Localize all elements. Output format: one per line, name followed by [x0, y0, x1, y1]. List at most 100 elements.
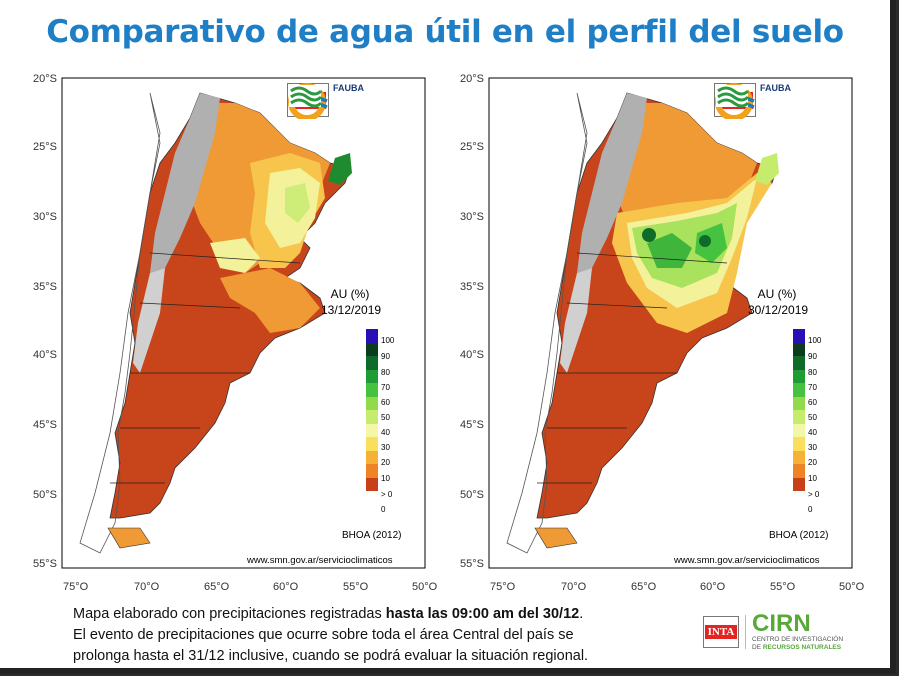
legend-tick: 30: [381, 443, 390, 452]
legend-tick: 90: [808, 352, 817, 361]
legend-tick: 0: [808, 505, 813, 514]
inta-logo: INTA: [703, 616, 739, 648]
lat-label: 50°S: [460, 489, 484, 501]
legend-tick: 20: [808, 458, 817, 467]
lat-label: 55°S: [33, 558, 57, 570]
footer-line-1: Mapa elaborado con precipitaciones regis…: [73, 604, 693, 625]
legend-swatch: [793, 369, 805, 383]
lon-label: 65°O: [631, 581, 657, 593]
lon-label: 75°O: [63, 581, 89, 593]
lon-label: 50°O: [839, 581, 865, 593]
lat-label: 55°S: [460, 558, 484, 570]
legend-tick: 50: [381, 413, 390, 422]
legend-tick: 50: [808, 413, 817, 422]
legend-tick: > 0: [381, 490, 393, 499]
lon-label: 70°O: [134, 581, 160, 593]
lat-label: 30°S: [460, 211, 484, 223]
map-date: 13/12/2019: [321, 303, 382, 317]
lon-label: 70°O: [561, 581, 587, 593]
source-label: BHOA (2012): [342, 530, 402, 541]
legend-tick: 40: [808, 428, 817, 437]
legend-swatch: [366, 342, 378, 356]
legend-swatch: [793, 329, 805, 343]
legend-tick: 60: [381, 398, 390, 407]
legend-tick: 20: [381, 458, 390, 467]
slide-title: Comparativo de agua útil en el perfil de…: [46, 14, 844, 50]
legend-swatch: [366, 396, 378, 410]
lon-label: 55°O: [343, 581, 369, 593]
lon-label: 75°O: [490, 581, 516, 593]
cirn-name: CIRN: [752, 610, 811, 637]
lat-label: 20°S: [460, 73, 484, 85]
footer-text-part: Mapa elaborado con precipitaciones regis…: [73, 606, 386, 622]
legend-swatch: [793, 477, 805, 491]
legend-tick: 60: [808, 398, 817, 407]
lat-label: 20°S: [33, 73, 57, 85]
legend-swatch: [366, 464, 378, 478]
fauba-icon: [716, 85, 750, 108]
legend-tick: 100: [381, 336, 395, 345]
legend-colorbar: [366, 329, 378, 491]
legend-tick: 80: [808, 368, 817, 377]
legend-swatch: [793, 342, 805, 356]
footer-line-2: El evento de precipitaciones que ocurre …: [73, 627, 574, 643]
logos-left: INTA FAUBA: [287, 83, 364, 119]
legend-tick: 70: [808, 383, 817, 392]
legend-title: AU (%): [330, 287, 370, 301]
logo-divider: [745, 615, 746, 649]
lat-label: 30°S: [33, 211, 57, 223]
legend-swatch: [366, 477, 378, 491]
legend-swatch: [793, 410, 805, 424]
legend-swatch: [793, 450, 805, 464]
lat-label: 25°S: [33, 141, 57, 153]
legend-swatch: [793, 464, 805, 478]
fauba-logo: FAUBA: [289, 83, 364, 108]
legend-swatch: [366, 329, 378, 343]
cirn-subtitle-bold: RECURSOS NATURALES: [762, 644, 842, 651]
legend-title: AU (%): [757, 287, 797, 301]
source-url: www.smn.gov.ar/servicioclimaticos: [674, 555, 820, 566]
footer-text: Mapa elaborado con precipitaciones regis…: [73, 604, 693, 667]
legend-tick: 30: [808, 443, 817, 452]
lat-label: 50°S: [33, 489, 57, 501]
legend-swatch: [793, 437, 805, 451]
legend-swatch: [366, 369, 378, 383]
soil-water-map-right: 20°S 25°S 30°S 35°S 40°S 45°S 50°S 55°S …: [427, 73, 864, 597]
legend-swatch: [366, 410, 378, 424]
lon-label: 60°O: [700, 581, 726, 593]
legend-swatch: [366, 356, 378, 370]
lat-label: 45°S: [460, 419, 484, 431]
legend-tick: 80: [381, 368, 390, 377]
legend-swatch: [366, 423, 378, 437]
cirn-subtitle-2: DE RECURSOS NATURALES: [752, 644, 843, 652]
cirn-subtitle-prefix: DE: [752, 644, 763, 651]
footer-text-part: .: [579, 606, 584, 622]
map-canvas-right: [488, 77, 853, 569]
lon-label: 55°O: [770, 581, 796, 593]
fauba-logo: FAUBA: [716, 83, 791, 108]
legend-colorbar: [793, 329, 805, 491]
legend-tick: 100: [808, 336, 822, 345]
lon-label: 50°O: [412, 581, 438, 593]
cirn-logo: INTA CIRN CENTRO DE INVESTIGACIÓN DE REC…: [703, 612, 843, 652]
lat-label: 40°S: [460, 349, 484, 361]
footer-line-3: prolonga hasta el 31/12 inclusive, cuand…: [73, 648, 589, 664]
lat-label: 25°S: [460, 141, 484, 153]
cirn-text-block: CIRN CENTRO DE INVESTIGACIÓN DE RECURSOS…: [752, 612, 843, 652]
lat-label: 35°S: [33, 281, 57, 293]
legend-tick: 70: [381, 383, 390, 392]
logos-right: INTA FAUBA: [714, 83, 791, 119]
legend-tick: 90: [381, 352, 390, 361]
lon-label: 60°O: [273, 581, 299, 593]
map-canvas-left: [61, 77, 426, 569]
source-label: BHOA (2012): [769, 530, 829, 541]
legend-swatch: [793, 423, 805, 437]
fauba-icon: [289, 85, 323, 108]
legend-tick: > 0: [808, 490, 820, 499]
lon-label: 65°O: [204, 581, 230, 593]
legend-swatch: [366, 437, 378, 451]
lat-label: 45°S: [33, 419, 57, 431]
legend-swatch: [793, 356, 805, 370]
legend-swatch: [366, 383, 378, 397]
